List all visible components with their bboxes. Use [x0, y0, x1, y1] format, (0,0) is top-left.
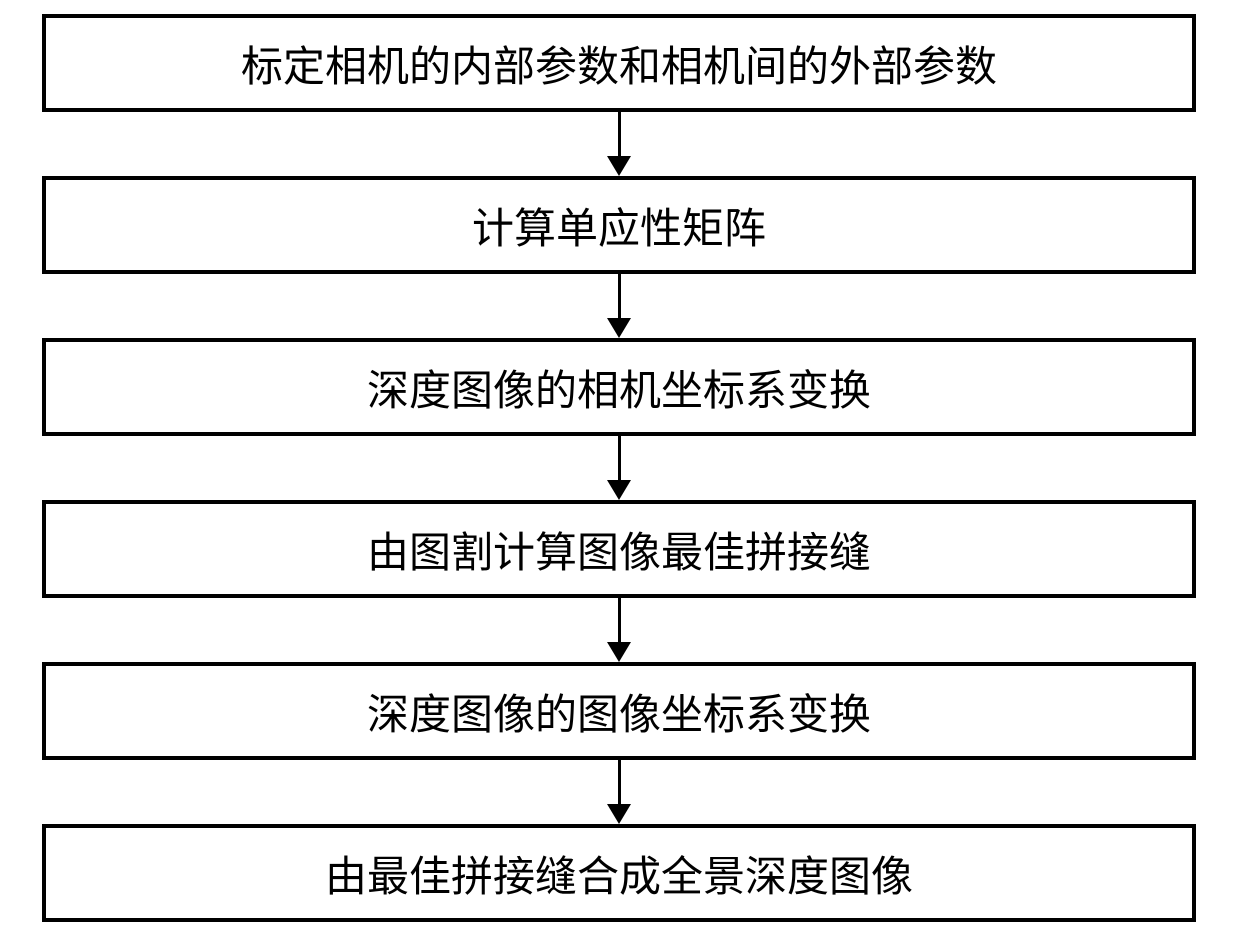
- flow-edge-arrowhead-icon: [607, 480, 631, 500]
- flow-step-s6: 由最佳拼接缝合成全景深度图像: [42, 824, 1196, 922]
- flow-step-s4: 由图割计算图像最佳拼接缝: [42, 500, 1196, 598]
- flow-edge-arrowhead-icon: [607, 156, 631, 176]
- flow-edge-arrowhead-icon: [607, 318, 631, 338]
- flow-step-label: 由最佳拼接缝合成全景深度图像: [325, 843, 913, 904]
- flow-step-label: 计算单应性矩阵: [472, 195, 766, 256]
- flow-edge-arrowhead-icon: [607, 642, 631, 662]
- flow-edge-line: [618, 760, 621, 804]
- flow-edge-line: [618, 274, 621, 318]
- flow-step-label: 深度图像的相机坐标系变换: [367, 357, 871, 418]
- flow-edge-arrowhead-icon: [607, 804, 631, 824]
- flow-edge-line: [618, 598, 621, 642]
- flow-step-s1: 标定相机的内部参数和相机间的外部参数: [42, 14, 1196, 112]
- flow-edge-line: [618, 112, 621, 156]
- flow-step-s5: 深度图像的图像坐标系变换: [42, 662, 1196, 760]
- flow-step-s3: 深度图像的相机坐标系变换: [42, 338, 1196, 436]
- flow-step-label: 标定相机的内部参数和相机间的外部参数: [241, 33, 997, 94]
- flow-step-s2: 计算单应性矩阵: [42, 176, 1196, 274]
- flow-step-label: 深度图像的图像坐标系变换: [367, 681, 871, 742]
- flow-step-label: 由图割计算图像最佳拼接缝: [367, 519, 871, 580]
- flow-edge-line: [618, 436, 621, 480]
- flowchart-container: 标定相机的内部参数和相机间的外部参数计算单应性矩阵深度图像的相机坐标系变换由图割…: [0, 0, 1240, 926]
